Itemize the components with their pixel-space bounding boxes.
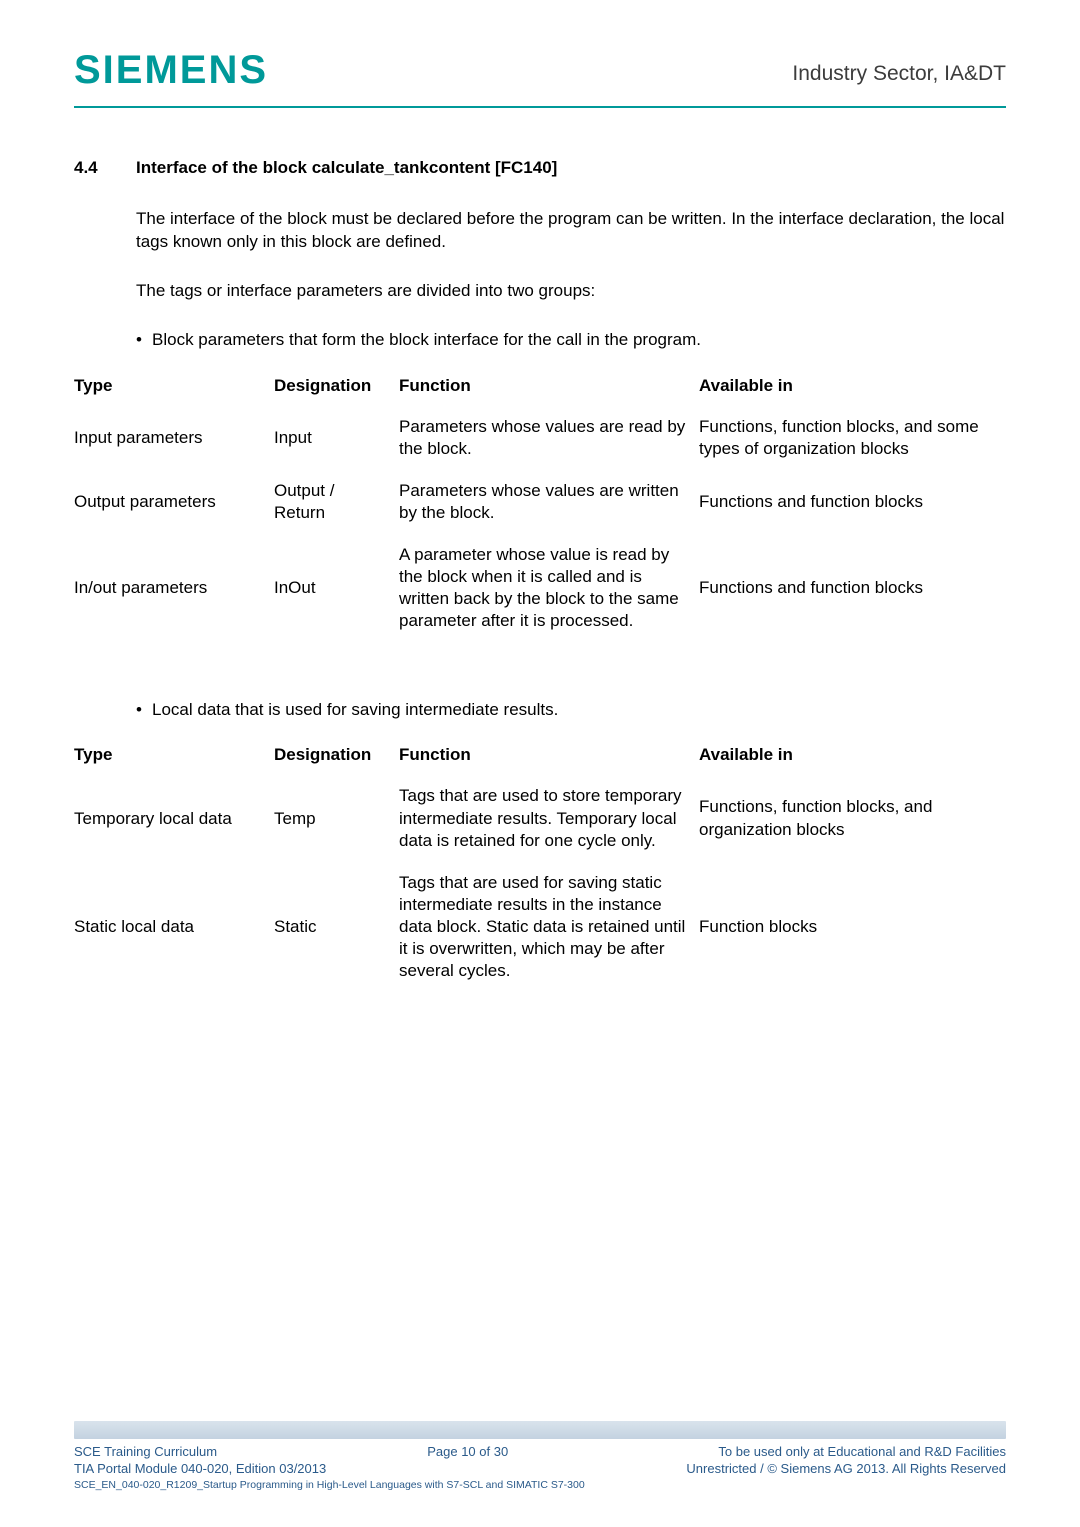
cell-function: Parameters whose values are written by t… (399, 470, 699, 534)
cell-designation: Temp (274, 775, 399, 861)
cell-type: Output parameters (74, 470, 274, 534)
col-header-function: Function (399, 739, 699, 775)
table-row: Static local data Static Tags that are u… (74, 862, 1006, 992)
body: The interface of the block must be decla… (74, 208, 1006, 352)
table-row: Input parameters Input Parameters whose … (74, 406, 1006, 470)
cell-type: Temporary local data (74, 775, 274, 861)
page: SIEMENS Industry Sector, IA&DT 4.4 Inter… (0, 0, 1080, 1527)
body-2: Local data that is used for saving inter… (74, 699, 1006, 722)
cell-function: Tags that are used to store temporary in… (399, 775, 699, 861)
table-row: Temporary local data Temp Tags that are … (74, 775, 1006, 861)
table-header-row: Type Designation Function Available in (74, 370, 1006, 406)
bullet-2: Local data that is used for saving inter… (136, 699, 1006, 722)
table-row: In/out parameters InOut A parameter whos… (74, 534, 1006, 642)
section-title: Interface of the block calculate_tankcon… (136, 158, 557, 178)
col-header-function: Function (399, 370, 699, 406)
section-number: 4.4 (74, 158, 136, 178)
footer-right-2: Unrestricted / © Siemens AG 2013. All Ri… (686, 1460, 1006, 1478)
footer-page-number: Page 10 of 30 (427, 1443, 508, 1461)
cell-available: Functions, function blocks, and organiza… (699, 775, 1006, 861)
col-header-type: Type (74, 370, 274, 406)
bullet-1: Block parameters that form the block int… (136, 329, 1006, 352)
header-rule (74, 106, 1006, 108)
siemens-logo: SIEMENS (74, 48, 268, 93)
table-row: Output parameters Output / Return Parame… (74, 470, 1006, 534)
paragraph-1: The interface of the block must be decla… (136, 208, 1006, 254)
footer-row-1: SCE Training Curriculum Page 10 of 30 To… (74, 1443, 1006, 1461)
footer-right-1: To be used only at Educational and R&D F… (718, 1443, 1006, 1461)
block-parameters-table: Type Designation Function Available in I… (74, 370, 1006, 643)
local-data-table: Type Designation Function Available in T… (74, 739, 1006, 992)
col-header-available: Available in (699, 370, 1006, 406)
footer-left-1: SCE Training Curriculum (74, 1443, 217, 1461)
footer-row-2: TIA Portal Module 040-020, Edition 03/20… (74, 1460, 1006, 1478)
cell-designation: Static (274, 862, 399, 992)
col-header-available: Available in (699, 739, 1006, 775)
cell-type: Input parameters (74, 406, 274, 470)
footer-left-2: TIA Portal Module 040-020, Edition 03/20… (74, 1460, 326, 1478)
cell-available: Functions and function blocks (699, 470, 1006, 534)
footer-bar (74, 1421, 1006, 1439)
cell-function: A parameter whose value is read by the b… (399, 534, 699, 642)
cell-function: Tags that are used for saving static int… (399, 862, 699, 992)
cell-function: Parameters whose values are read by the … (399, 406, 699, 470)
cell-designation: Output / Return (274, 470, 399, 534)
cell-available: Functions, function blocks, and some typ… (699, 406, 1006, 470)
cell-available: Functions and function blocks (699, 534, 1006, 642)
col-header-type: Type (74, 739, 274, 775)
table-header-row: Type Designation Function Available in (74, 739, 1006, 775)
cell-designation: InOut (274, 534, 399, 642)
paragraph-2: The tags or interface parameters are div… (136, 280, 1006, 303)
cell-designation: Input (274, 406, 399, 470)
header-right-text: Industry Sector, IA&DT (792, 62, 1006, 86)
col-header-designation: Designation (274, 370, 399, 406)
cell-available: Function blocks (699, 862, 1006, 992)
section-heading: 4.4 Interface of the block calculate_tan… (74, 158, 1006, 178)
page-footer: SCE Training Curriculum Page 10 of 30 To… (74, 1421, 1006, 1491)
cell-type: In/out parameters (74, 534, 274, 642)
page-header: SIEMENS Industry Sector, IA&DT (74, 48, 1006, 118)
col-header-designation: Designation (274, 739, 399, 775)
footer-subline: SCE_EN_040-020_R1209_Startup Programming… (74, 1479, 1006, 1491)
cell-type: Static local data (74, 862, 274, 992)
